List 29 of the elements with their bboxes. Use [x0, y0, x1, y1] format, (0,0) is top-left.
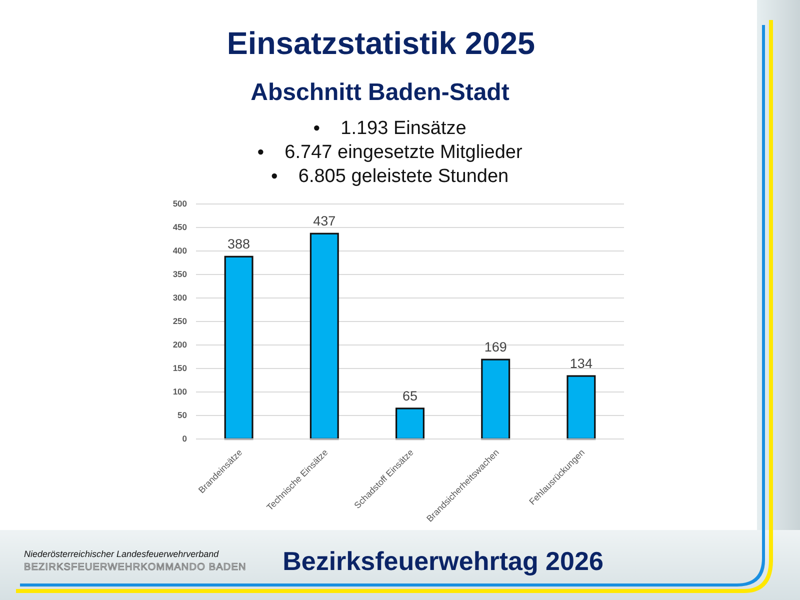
text: Niederösterreichischer Landesfeuerwehrverband — [24, 549, 220, 559]
data-label: 437 — [313, 214, 336, 229]
data-label: 65 — [402, 388, 418, 404]
text: 1.193 Einsätze — [340, 118, 466, 139]
y-tick-label: 300 — [172, 292, 188, 303]
bar — [481, 358, 510, 440]
text: BEZIRKSFEUERWEHRKOMMANDO BADEN — [24, 562, 246, 573]
y-tick-label: 250 — [172, 316, 188, 326]
bar — [396, 408, 424, 440]
bar — [224, 256, 254, 440]
data-label: 134 — [570, 356, 593, 372]
bar — [566, 375, 596, 440]
chart-title: Einsatzstatistik 2025 — [226, 25, 536, 61]
y-tick-label: 150 — [172, 363, 188, 374]
y-tick-label: 450 — [172, 222, 188, 232]
data-label: 388 — [228, 236, 250, 252]
text: 6.805 geleistete Stunden — [298, 166, 509, 187]
chart-subtitle: Abschnitt Baden-Stadt — [250, 79, 510, 106]
y-tick-label: 500 — [172, 198, 188, 209]
y-tick-label: 50 — [178, 410, 188, 420]
y-tick-label: 0 — [182, 434, 188, 444]
y-tick-label: 200 — [172, 340, 188, 350]
y-tick-label: 350 — [172, 269, 188, 280]
bar — [310, 232, 339, 440]
data-label: 169 — [484, 340, 507, 355]
text: 6.747 eingesetzte Mitglieder — [284, 142, 523, 163]
text: Bezirksfeuerwehrtag 2026 — [282, 546, 604, 576]
y-tick-label: 400 — [172, 246, 188, 256]
y-tick-label: 100 — [172, 386, 188, 397]
